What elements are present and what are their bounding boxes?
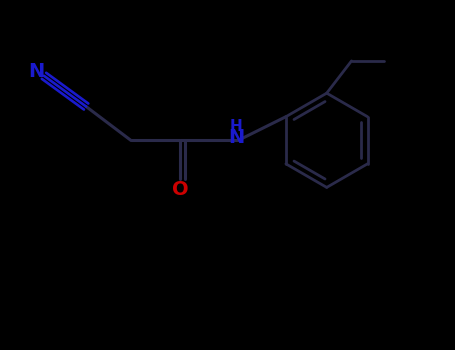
Text: N: N [228,128,244,147]
Text: O: O [172,180,189,199]
Text: H: H [230,119,243,134]
Text: N: N [28,62,45,81]
